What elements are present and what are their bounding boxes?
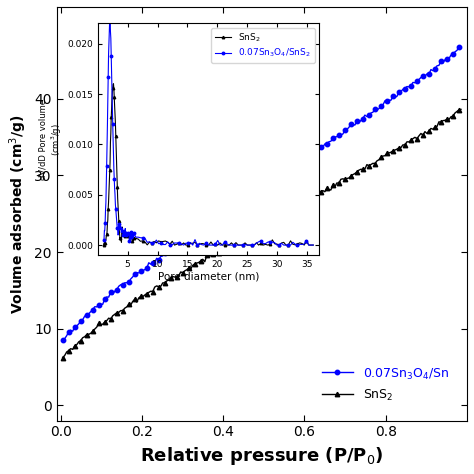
SnS$_2$ — [134, 299, 139, 305]
SnS$_2$ — [458, 107, 464, 112]
SnS$_2$ — [438, 119, 444, 125]
X-axis label: Relative pressure (P/P$_0$): Relative pressure (P/P$_0$) — [140, 445, 383, 467]
0.07Sn$_3$O$_4$/Sn — [84, 312, 90, 318]
SnS$_2$ — [84, 332, 90, 337]
0.07Sn$_3$O$_4$/Sn — [76, 321, 82, 327]
SnS$_2$ — [424, 131, 430, 137]
0.07Sn$_3$O$_4$/Sn — [166, 249, 172, 255]
0.07Sn$_3$O$_4$/Sn — [424, 71, 430, 77]
0.07Sn$_3$O$_4$/Sn — [134, 270, 139, 275]
0.07Sn$_3$O$_4$/Sn — [438, 58, 444, 64]
Legend: 0.07Sn$_3$O$_4$/Sn, SnS$_2$: 0.07Sn$_3$O$_4$/Sn, SnS$_2$ — [317, 362, 455, 408]
SnS$_2$ — [76, 339, 82, 345]
Line: 0.07Sn$_3$O$_4$/Sn: 0.07Sn$_3$O$_4$/Sn — [61, 45, 463, 342]
0.07Sn$_3$O$_4$/Sn — [60, 337, 65, 342]
SnS$_2$ — [60, 355, 65, 361]
SnS$_2$ — [166, 277, 172, 283]
0.07Sn$_3$O$_4$/Sn — [458, 44, 464, 50]
Y-axis label: Volume adsorbed (cm$^3$/g): Volume adsorbed (cm$^3$/g) — [7, 114, 28, 313]
Line: SnS$_2$: SnS$_2$ — [61, 107, 463, 360]
